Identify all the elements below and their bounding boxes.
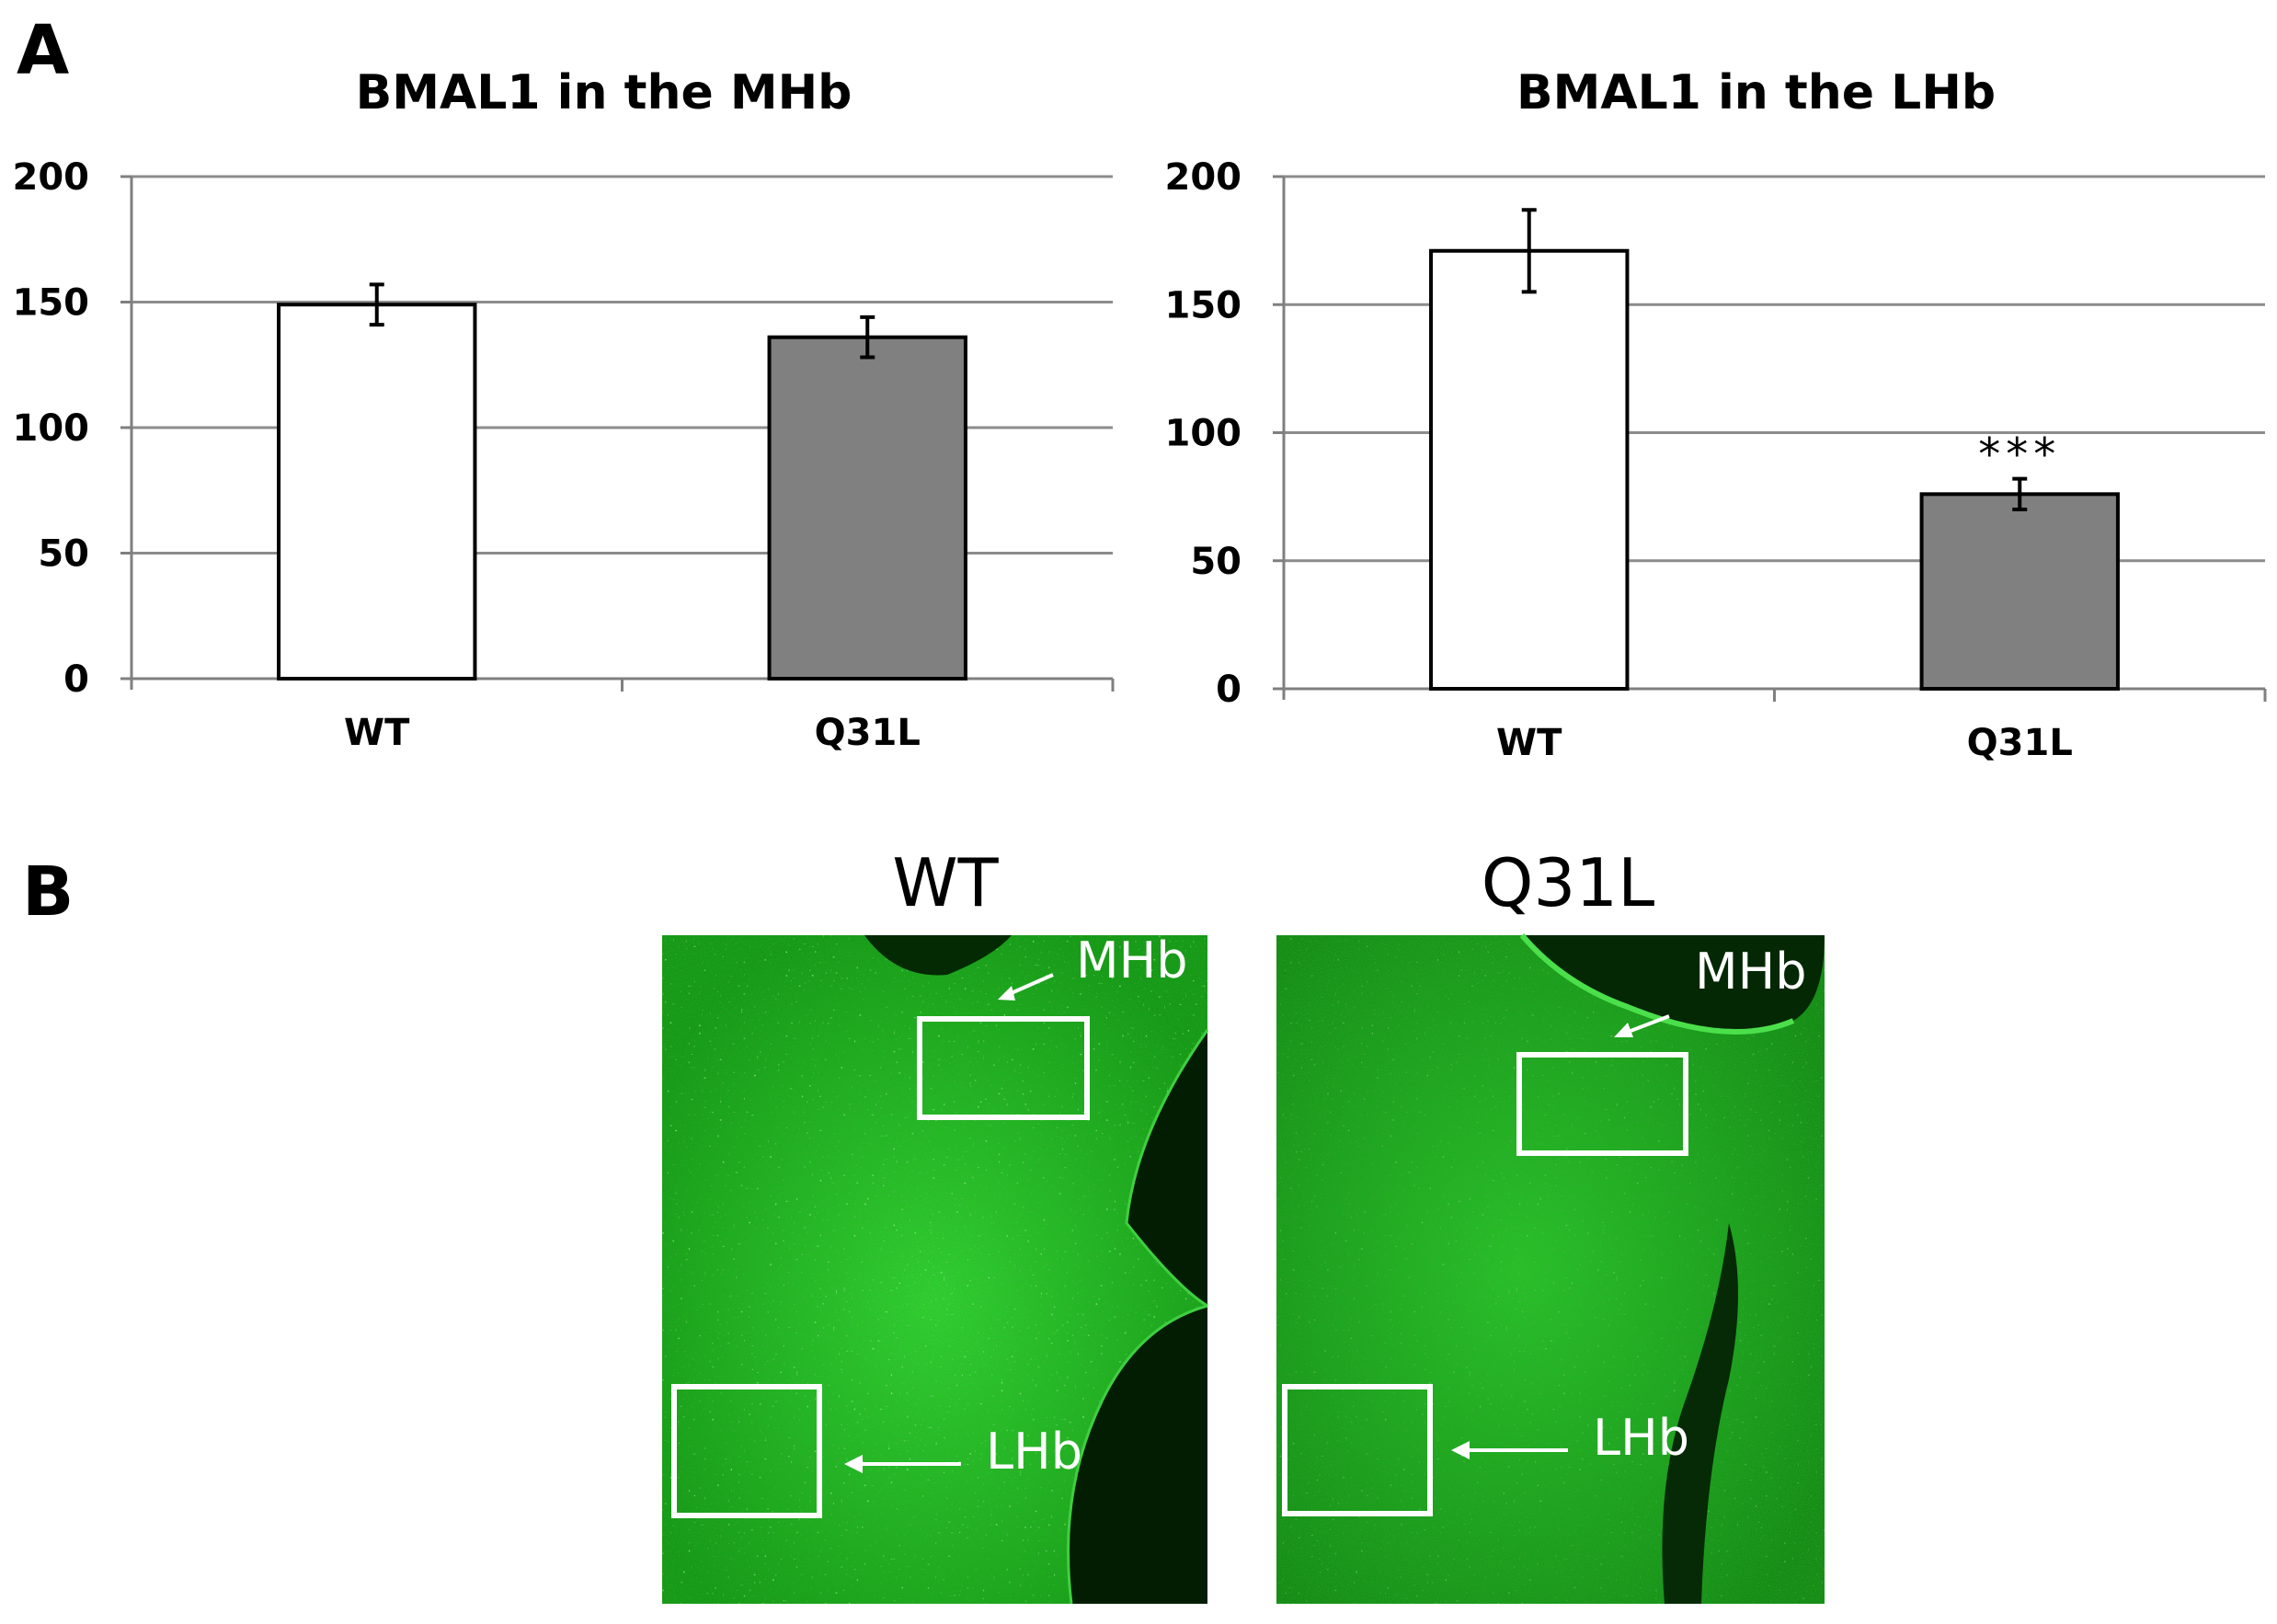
significance-label: *** [1978,429,2061,481]
chart-mhb: BMAL1 in the MHb 0 50 100 150 200 WT Q31L [13,65,1115,754]
panel-b-label: B [22,852,74,932]
y-tick-label: 0 [1216,669,1241,711]
y-tick-label: 150 [13,282,90,325]
image-title-wt: WT [892,844,999,921]
annotation-wt-lhb: LHb [986,1423,1082,1481]
y-tick-label: 0 [63,658,89,701]
bar-q31l [1919,492,2120,692]
bar-q31l [767,335,967,680]
y-tick-label: 50 [1190,541,1241,583]
chart-lhb: BMAL1 in the LHb 0 50 100 150 200 WT *** Q31L [1165,65,2267,764]
y-tick-label: 200 [1165,156,1242,199]
annotation-q31l-mhb: MHb [1695,943,1806,1001]
y-tick-label: 100 [13,407,90,450]
panel-a-label: A [17,11,69,90]
micrograph-q31l [1276,933,1825,1604]
x-tick-label: Q31L [1967,722,2073,764]
annotation-wt-mhb: MHb [1076,932,1187,989]
bar-wt [1429,248,1630,691]
y-tick-label: 50 [38,533,89,576]
image-title-q31l: Q31L [1482,844,1654,921]
annotation-q31l-lhb: LHb [1593,1409,1689,1467]
bar-wt [277,303,477,680]
chart-title: BMAL1 in the MHb [356,65,852,120]
micrograph-wt [662,935,1209,1605]
x-tick-label: WT [344,712,410,754]
y-tick-label: 200 [13,156,90,199]
x-tick-label: WT [1496,722,1562,764]
y-tick-label: 100 [1165,413,1242,455]
chart-title: BMAL1 in the LHb [1516,65,1996,120]
y-tick-label: 150 [1165,284,1242,326]
x-tick-label: Q31L [815,712,921,754]
